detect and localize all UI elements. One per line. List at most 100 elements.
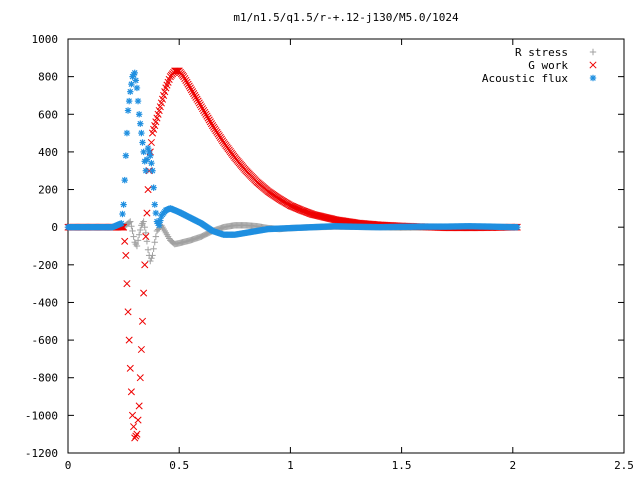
data-point (140, 218, 147, 225)
data-point (122, 251, 130, 259)
data-point (127, 388, 135, 396)
data-point (119, 210, 126, 218)
chart-title: m1/n1.5/q1.5/r-+.12-j130/M5.0/1024 (233, 11, 459, 24)
y-axis: 1000 800 600 400 200 0 -200 -400 -600 -800 -1000 -1… (25, 33, 624, 460)
data-point (140, 148, 147, 156)
data-point (123, 129, 131, 137)
data-point (128, 411, 137, 419)
data-point (181, 74, 189, 83)
data-point (126, 364, 134, 372)
data-point (136, 374, 144, 382)
data-point (130, 233, 137, 240)
x-tick-label: 1.5 (392, 459, 412, 472)
data-point (152, 209, 160, 217)
plot-frame (67, 38, 625, 454)
data-point (147, 257, 154, 265)
data-point (180, 73, 188, 81)
data-point (191, 91, 199, 100)
data-point (157, 217, 164, 224)
data-point (151, 201, 158, 208)
data-point (135, 231, 143, 238)
data-point (182, 76, 190, 84)
y-tick-label: 800 (38, 71, 58, 84)
data-point (186, 84, 194, 92)
data-point (207, 120, 216, 128)
data-point (141, 223, 148, 231)
data-point (135, 111, 143, 118)
data-point (144, 246, 152, 253)
data-point (128, 80, 135, 88)
data-point (193, 95, 201, 103)
data-point (138, 129, 145, 137)
data-point (188, 88, 197, 96)
y-tick-label: -400 (32, 296, 59, 309)
data-point (130, 423, 138, 431)
data-point (143, 238, 151, 245)
data-point (202, 110, 210, 118)
data-point (187, 86, 195, 94)
data-point (143, 209, 151, 217)
x-axis: 0 0.5 1 1.5 2 2.5 (65, 39, 634, 472)
data-point (123, 280, 131, 288)
data-point (125, 219, 133, 226)
data-point (131, 434, 139, 442)
data-point (121, 237, 129, 245)
data-point (133, 430, 141, 438)
data-point (128, 223, 135, 230)
data-point (198, 105, 207, 113)
y-tick-label: -600 (32, 334, 59, 347)
data-point (195, 99, 203, 107)
data-point (142, 229, 150, 237)
data-point (133, 84, 141, 92)
data-point (132, 77, 140, 84)
data-point (144, 185, 152, 194)
y-tick-label: -200 (32, 259, 59, 272)
y-tick-label: 400 (38, 146, 58, 159)
y-tick-label: -1200 (25, 447, 58, 460)
data-point (192, 93, 200, 101)
data-point (132, 432, 140, 440)
data-point (139, 139, 146, 146)
data-point (125, 336, 133, 344)
data-point (137, 345, 145, 354)
data-point (206, 118, 214, 126)
y-tick-label: 1000 (32, 33, 59, 46)
data-point (134, 416, 142, 424)
data-point (138, 317, 147, 325)
legend-label: R stress (515, 46, 568, 59)
data-point (124, 308, 132, 316)
data-point (184, 80, 192, 88)
data-point (148, 160, 155, 167)
series-layer (64, 67, 521, 442)
data-point (129, 227, 136, 235)
data-point (124, 107, 132, 114)
legend-marker (589, 48, 597, 56)
data-point (149, 252, 156, 259)
data-point (140, 289, 148, 297)
x-tick-label: 2.5 (614, 459, 634, 472)
data-point (197, 103, 205, 111)
data-point (196, 101, 204, 109)
data-point (137, 226, 144, 234)
data-point (201, 108, 209, 116)
data-point (121, 176, 128, 184)
y-tick-label: 200 (38, 184, 58, 197)
y-tick-label: 0 (51, 221, 58, 234)
data-point (203, 112, 211, 120)
data-point (131, 69, 138, 77)
data-point (155, 222, 163, 229)
data-point (147, 138, 155, 147)
data-point (151, 239, 158, 246)
data-point (125, 97, 133, 105)
legend-label: G work (528, 59, 568, 72)
y-tick-label: -1000 (25, 409, 58, 422)
data-point (142, 167, 150, 174)
data-point (150, 245, 157, 253)
data-point (149, 167, 156, 174)
data-point (135, 402, 143, 410)
data-point (133, 242, 141, 250)
data-point (185, 82, 193, 90)
legend-marker (589, 61, 597, 69)
series-g-work (64, 67, 521, 442)
